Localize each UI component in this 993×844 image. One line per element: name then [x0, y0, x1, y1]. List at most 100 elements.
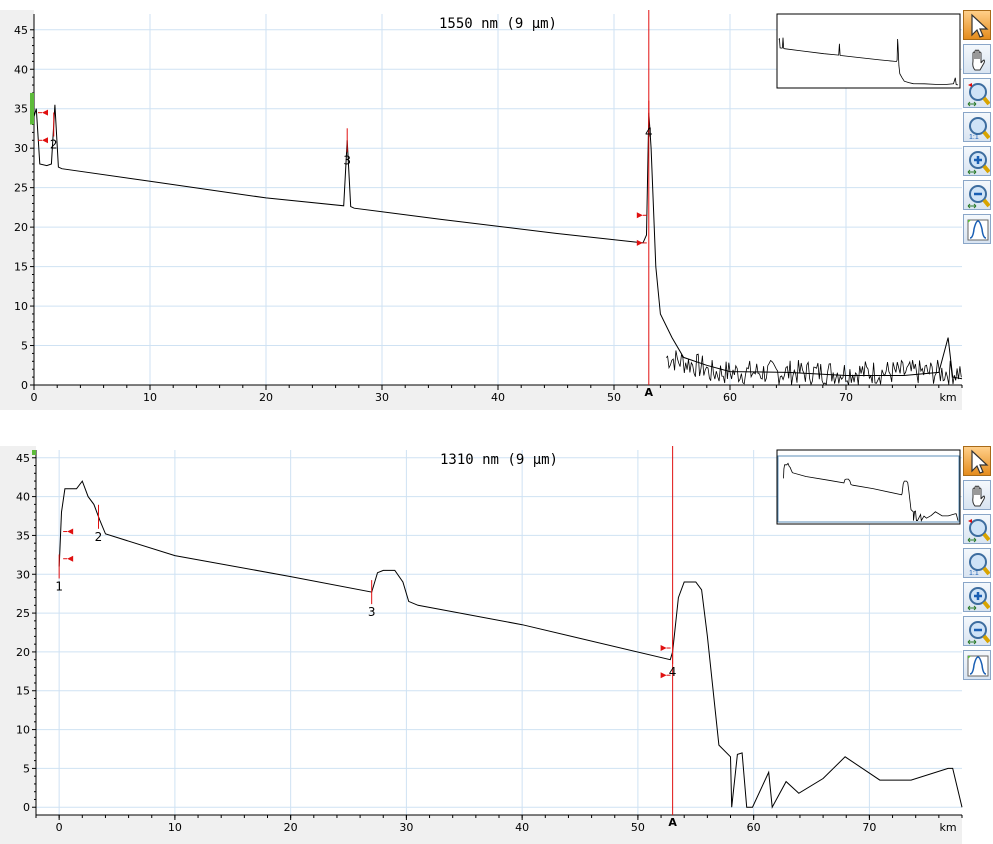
x-tick-label: 40: [515, 821, 529, 834]
span-start-marker: [67, 528, 74, 535]
span-start-marker: [67, 555, 74, 562]
y-tick-label: 5: [23, 762, 30, 775]
level-indicator: [30, 92, 34, 125]
zoom-1to1-button[interactable]: 1:1: [963, 112, 991, 142]
zoom-out-icon: [967, 621, 990, 645]
trace-title: 1550 nm (9 µm): [439, 16, 557, 32]
event-label: 2: [95, 530, 103, 544]
trace-title: 1310 nm (9 µm): [440, 452, 558, 468]
x-axis-band: [0, 815, 962, 844]
pointer-icon: [971, 449, 989, 474]
y-tick-label: 45: [14, 24, 28, 37]
event-label: 3: [343, 153, 351, 167]
level-indicator: [32, 450, 36, 455]
noise-floor: [665, 350, 962, 386]
x-tick-label: 70: [839, 391, 853, 404]
cursor-a-label: A: [668, 816, 677, 829]
y-axis-band: [0, 10, 34, 385]
chart-1310[interactable]: 0 5 10 15 20 25 30 35 40 45 0 10 20 30 40 50 60 70 km 1310 …: [0, 446, 993, 844]
zoom-1to1-button[interactable]: 1:1: [963, 548, 991, 578]
zoom-out-icon: [967, 185, 990, 209]
fit-trace-button[interactable]: [963, 214, 991, 244]
pointer-button[interactable]: [963, 10, 991, 40]
y-tick-label: 15: [16, 685, 30, 698]
y-tick-label: 10: [16, 724, 30, 737]
pointer-button[interactable]: [963, 446, 991, 476]
event-label: 1: [55, 579, 63, 593]
otdr-trace-panel-1310: 0 5 10 15 20 25 30 35 40 45 0 10 20 30 40 50 60 70 km 1310 …: [0, 446, 993, 844]
x-unit-label: km: [939, 821, 956, 834]
x-tick-label: 10: [143, 391, 157, 404]
overview-inset: [776, 449, 961, 525]
svg-text:1:1: 1:1: [969, 134, 979, 141]
event-label: 4: [669, 665, 677, 679]
trace-line: [58, 480, 963, 809]
span-end-marker: [660, 645, 667, 652]
pan-button[interactable]: [963, 44, 991, 74]
x-axis-band: [0, 385, 962, 410]
y-tick-label: 35: [16, 529, 30, 542]
pan-icon: [972, 485, 985, 507]
y-tick-label: 30: [14, 142, 28, 155]
x-tick-label: 0: [31, 391, 38, 404]
overview-trace: [778, 37, 959, 86]
x-tick-label: 20: [284, 821, 298, 834]
overview-inset: [776, 13, 961, 89]
zoom-reset-button[interactable]: [963, 514, 991, 544]
x-unit-label: km: [939, 391, 956, 404]
cursor-a-label: A: [645, 386, 654, 399]
y-tick-label: 45: [16, 452, 30, 465]
zoom-in-icon: [967, 151, 990, 175]
span-end-marker: [636, 212, 643, 219]
x-tick-label: 50: [607, 391, 621, 404]
svg-text:1:1: 1:1: [969, 570, 979, 577]
x-tick-label: 70: [862, 821, 876, 834]
x-tick-label: 50: [631, 821, 645, 834]
zoom-reset-icon: [967, 519, 990, 543]
zoom-in-button[interactable]: [963, 146, 991, 176]
y-tick-label: 40: [16, 491, 30, 504]
zoom-1to1-icon: 1:1: [969, 553, 990, 577]
y-tick-label: 0: [21, 379, 28, 392]
event-label: 3: [368, 605, 376, 619]
x-tick-label: 60: [747, 821, 761, 834]
zoom-reset-button[interactable]: [963, 78, 991, 108]
x-tick-label: 20: [259, 391, 273, 404]
x-tick-label: 60: [723, 391, 737, 404]
pan-button[interactable]: [963, 480, 991, 510]
y-tick-label: 0: [23, 801, 30, 814]
zoom-out-button[interactable]: [963, 616, 991, 646]
span-end-marker: [660, 672, 667, 679]
y-tick-label: 35: [14, 103, 28, 116]
event-label: 2: [50, 138, 58, 152]
span-end-marker: [636, 239, 643, 246]
event-label: 4: [645, 126, 653, 140]
otdr-trace-panel-1550: 0 5 10 15 20 25 30 35 40 45 0 10 20 30 40 50 60 70 km 1550 …: [0, 10, 993, 410]
zoom-reset-icon: [967, 83, 990, 107]
x-tick-label: 10: [168, 821, 182, 834]
x-tick-label: 0: [56, 821, 63, 834]
y-tick-label: 15: [14, 261, 28, 274]
fit-trace-button[interactable]: [963, 650, 991, 680]
y-tick-label: 20: [16, 646, 30, 659]
x-tick-label: 40: [491, 391, 505, 404]
y-tick-label: 30: [16, 568, 30, 581]
y-axis-band: [0, 446, 36, 815]
span-start-marker: [42, 137, 48, 144]
pan-icon: [972, 49, 985, 71]
span-start-marker: [42, 109, 48, 116]
x-tick-label: 30: [399, 821, 413, 834]
overview-viewport: [777, 455, 960, 523]
chart-1550[interactable]: 0 5 10 15 20 25 30 35 40 45 0 10 20 30 40 50 60 70 km 1550 …: [0, 10, 993, 410]
pointer-icon: [971, 13, 989, 38]
y-tick-label: 25: [14, 182, 28, 195]
zoom-in-icon: [967, 587, 990, 611]
zoom-in-button[interactable]: [963, 582, 991, 612]
y-tick-label: 10: [14, 300, 28, 313]
zoom-1to1-icon: 1:1: [969, 117, 990, 141]
x-tick-label: 30: [375, 391, 389, 404]
y-tick-label: 5: [21, 340, 28, 353]
zoom-out-button[interactable]: [963, 180, 991, 210]
y-tick-label: 40: [14, 63, 28, 76]
fit-trace-icon: [967, 219, 989, 241]
